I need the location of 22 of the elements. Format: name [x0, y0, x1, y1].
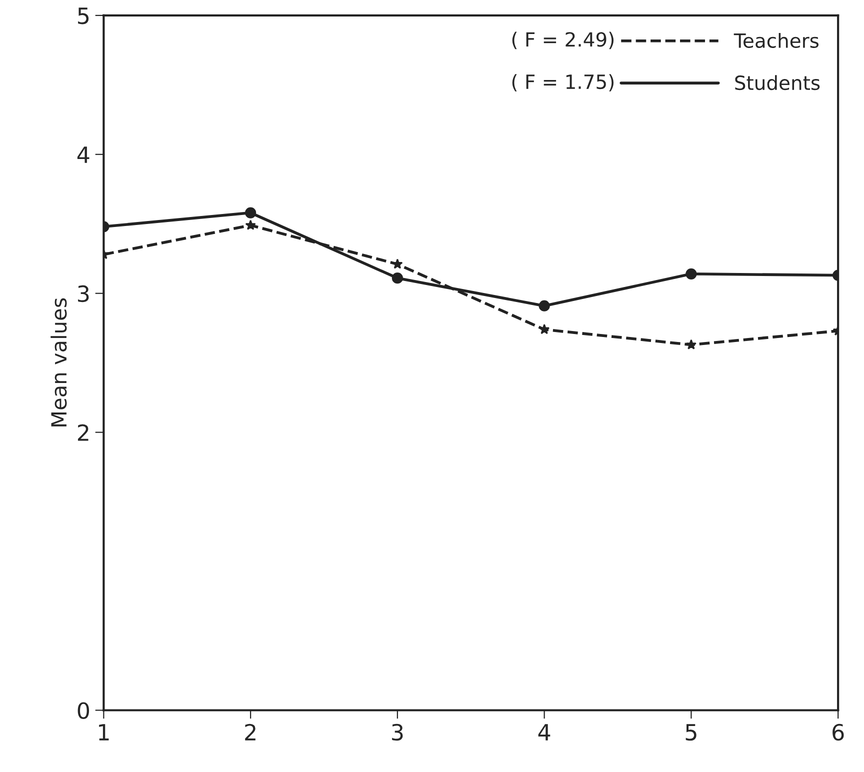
y-tick-label: 2 [78, 424, 88, 441]
y-tick-label: 0 [78, 702, 90, 719]
point [245, 207, 256, 218]
x-tick-label: 1 [99, 724, 109, 740]
x-tick-label: 5 [686, 724, 696, 741]
y-axis-title: Mean values [50, 298, 67, 426]
point [392, 272, 403, 284]
x-tick-label: 2 [245, 724, 256, 740]
y-tick-label: 3 [78, 285, 89, 302]
annotation: ( F = 2.49) [512, 32, 614, 50]
point [539, 324, 550, 334]
y-tick-label: 4 [77, 146, 90, 163]
legend-label: Students [735, 75, 820, 90]
annotation: ( F = 1.75) [512, 74, 614, 92]
y-tick-label: 5 [78, 8, 89, 24]
point [245, 220, 256, 230]
point [538, 300, 550, 312]
legend-label: Teachers [734, 32, 819, 48]
x-tick-label: 6 [832, 724, 844, 741]
x-tick-label: 3 [392, 724, 403, 741]
point [392, 258, 403, 269]
x-tick-label: 4 [538, 724, 550, 740]
